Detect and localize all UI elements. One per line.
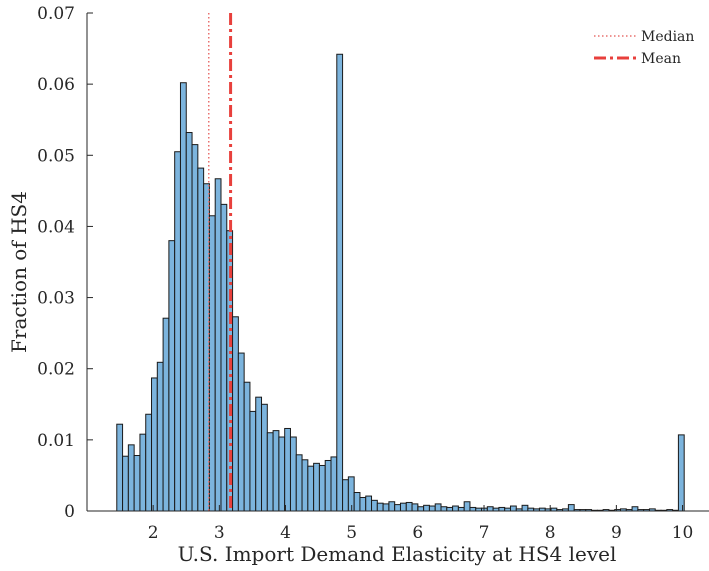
histogram-bar [365, 495, 373, 512]
y-tick-label: 0.02 [37, 360, 75, 380]
histogram-bar [498, 506, 506, 512]
y-tick-label: 0.05 [37, 146, 75, 166]
histogram-bar [469, 506, 477, 512]
histogram-bar [278, 436, 286, 512]
histogram-bar [185, 132, 193, 512]
histogram-bar [428, 505, 436, 512]
histogram-bar [452, 505, 459, 512]
histogram-bar [301, 459, 309, 512]
histogram-bar [214, 178, 222, 512]
x-tick-label: 7 [479, 523, 490, 543]
y-tick-label: 0.04 [37, 217, 75, 237]
histogram-bar [423, 504, 430, 512]
histogram-bar [295, 454, 303, 512]
histogram-bars [116, 53, 685, 512]
histogram-bar [376, 502, 384, 512]
y-tick-label: 0.01 [37, 431, 75, 451]
x-tick-label: 6 [412, 523, 423, 543]
histogram-bar [324, 459, 332, 512]
histogram-bar [446, 506, 454, 512]
histogram-bar [243, 381, 251, 512]
histogram-bar [220, 203, 228, 512]
histogram-bar [168, 240, 176, 512]
histogram-bar [191, 144, 199, 512]
axes [86, 12, 709, 512]
histogram-bar [237, 352, 245, 512]
histogram-bar [174, 151, 181, 512]
histogram-bar [255, 396, 263, 512]
histogram-bar [371, 499, 378, 512]
x-tick-label: 2 [148, 523, 159, 543]
histogram-bar [313, 462, 320, 512]
histogram-bar [509, 505, 517, 512]
histogram-bar [122, 455, 129, 512]
histogram-bar [151, 377, 158, 512]
histogram-bar [266, 432, 274, 512]
histogram-bar [388, 501, 396, 512]
histogram-bar [631, 506, 639, 512]
x-tick-label: 5 [346, 523, 357, 543]
histogram-bar [359, 496, 367, 512]
histogram-bar [289, 436, 297, 512]
x-tick-label: 9 [611, 523, 622, 543]
histogram-bar [133, 455, 141, 512]
histogram-bar [179, 82, 187, 512]
histogram-bar [417, 506, 425, 512]
histogram-bar [434, 503, 442, 512]
histogram-bar [232, 316, 239, 512]
histogram-bar [399, 502, 407, 512]
histogram-bar [272, 430, 280, 512]
histogram-bar [567, 504, 575, 512]
histogram-bar [353, 492, 361, 512]
histogram-bar [116, 423, 124, 512]
histogram-bar [457, 506, 465, 512]
histogram-bar [208, 215, 216, 512]
histogram-bar [145, 413, 153, 512]
x-tick-label: 3 [214, 523, 225, 543]
x-tick-label: 4 [280, 523, 291, 543]
y-tick-label: 0.06 [37, 75, 75, 95]
histogram-bar [405, 501, 413, 512]
y-tick-labels: 0 0.01 0.02 0.03 0.04 0.05 0.06 0.07 [37, 4, 75, 522]
histogram-bar [677, 434, 685, 512]
histogram-bar [156, 361, 164, 512]
histogram-bar [197, 167, 205, 512]
histogram-bar [440, 506, 448, 512]
histogram-bar [162, 317, 170, 512]
histogram-bar [486, 506, 494, 512]
y-tick-label: 0.03 [37, 289, 75, 309]
histogram-bar [521, 504, 529, 512]
histogram-bar [307, 465, 315, 512]
histogram-bar [261, 403, 268, 512]
reference-lines [208, 13, 233, 511]
histogram-bar [139, 433, 147, 512]
x-tick-label: 8 [545, 523, 556, 543]
y-tick-label: 0.07 [37, 4, 75, 24]
legend-label-median: Median [641, 29, 694, 45]
histogram-bar [411, 503, 419, 512]
x-tick-labels: 2 3 4 5 6 7 8 9 10 [148, 523, 694, 543]
x-tick-label: 10 [672, 523, 694, 543]
histogram-bar [284, 427, 291, 512]
legend-label-mean: Mean [641, 51, 681, 67]
histogram-bar [336, 53, 344, 512]
histogram-bar [342, 479, 349, 512]
histogram-bar [330, 456, 338, 512]
histogram-bar [318, 464, 326, 512]
legend: Median Mean [594, 29, 694, 67]
histogram-bar [249, 410, 257, 512]
y-axis-title: Fraction of HS4 [7, 191, 31, 353]
histogram-bar [463, 501, 471, 512]
histogram-bar [127, 444, 135, 512]
histogram-bar [394, 504, 401, 512]
histogram-bar [382, 503, 390, 512]
y-tick-label: 0 [64, 502, 75, 522]
x-axis-title: U.S. Import Demand Elasticity at HS4 lev… [178, 542, 617, 566]
